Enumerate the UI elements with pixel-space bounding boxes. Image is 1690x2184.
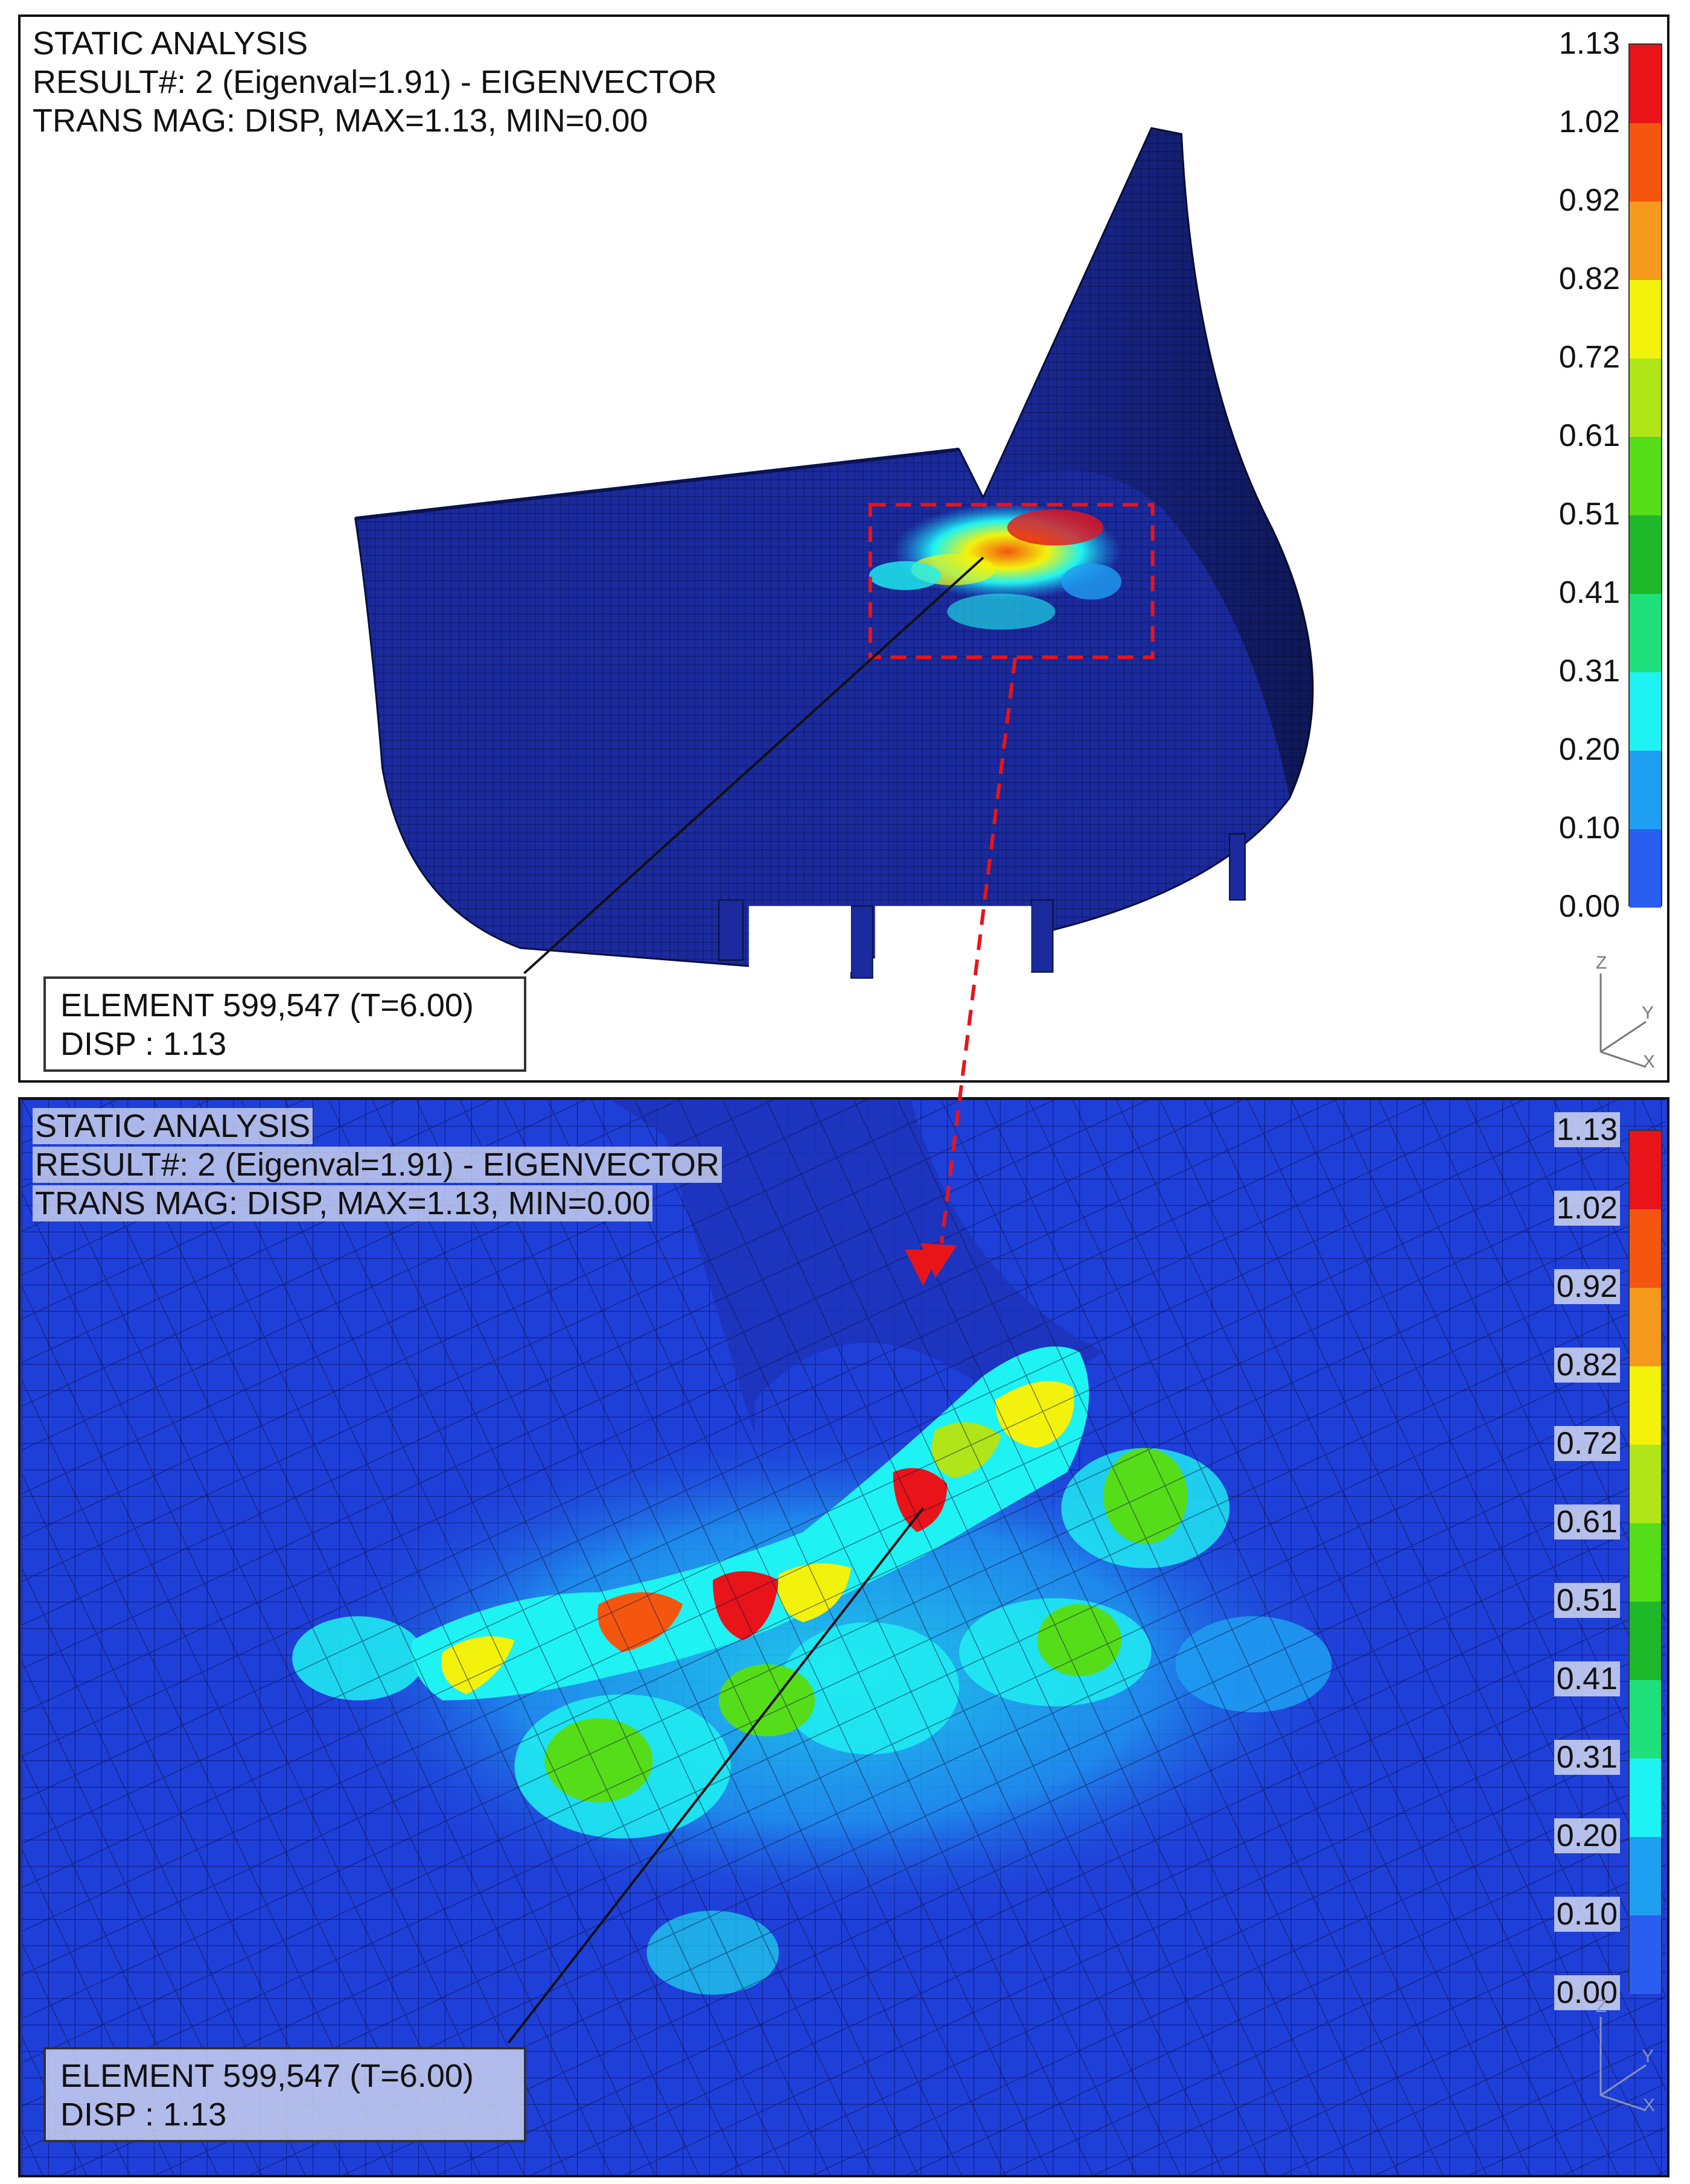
legend-swatch <box>1630 1837 1661 1915</box>
legend-swatch <box>1630 123 1661 202</box>
legend-tick-label: 0.61 <box>1554 1504 1620 1540</box>
legend-swatch <box>1630 1366 1661 1445</box>
legend-color-bar <box>1628 1130 1662 1994</box>
zoomed-mesh-view <box>22 1100 1666 2175</box>
legend-swatch <box>1630 1445 1661 1523</box>
legend-swatch <box>1630 358 1661 437</box>
result-line: RESULT#: 2 (Eigenval=1.91) - EIGENVECTOR <box>33 1147 722 1183</box>
legend-tick-label: 0.51 <box>1554 1582 1620 1619</box>
legend-swatch <box>1630 829 1661 908</box>
legend-color-bar <box>1628 43 1662 908</box>
dome-model-view <box>354 127 1314 979</box>
axis-x-label: X <box>1643 1052 1655 1070</box>
legend-tick-label: 0.31 <box>1554 1739 1620 1775</box>
spire-shade <box>983 128 1313 798</box>
wall-top-edge <box>355 447 960 521</box>
axis-z-label: Z <box>1596 1996 1607 2016</box>
legend-swatch <box>1630 202 1661 280</box>
support-leg <box>1229 833 1246 901</box>
callout-leader-line <box>523 556 984 975</box>
legend-swatch <box>1630 594 1661 672</box>
trans-mag-line: TRANS MAG: DISP, MAX=1.13, MIN=0.00 <box>33 103 648 139</box>
result-line: RESULT#: 2 (Eigenval=1.91) - EIGENVECTOR <box>33 64 717 100</box>
axis-z-label: Z <box>1596 953 1607 973</box>
legend-tick-label: 0.61 <box>1558 418 1620 453</box>
callout-leader-line <box>507 1507 924 2044</box>
top-panel: STATIC ANALYSIS RESULT#: 2 (Eigenval=1.9… <box>18 14 1669 1083</box>
legend-tick-label: 0.41 <box>1554 1661 1620 1697</box>
legend-swatch <box>1630 515 1661 594</box>
element-id: ELEMENT 599,547 (T=6.00) <box>60 987 474 1024</box>
legend-tick-label: 0.10 <box>1558 810 1620 845</box>
legend-tick-label: 0.00 <box>1558 889 1620 924</box>
support-leg <box>1030 899 1054 973</box>
legend-tick-label: 0.92 <box>1554 1269 1620 1305</box>
legend-swatch <box>1630 1759 1661 1837</box>
legend-tick-label: 0.72 <box>1558 340 1620 375</box>
legend-tick-label: 1.13 <box>1554 1112 1620 1148</box>
legend-tick-label: 0.00 <box>1554 1975 1620 2011</box>
analysis-title: STATIC ANALYSIS <box>33 1108 313 1144</box>
legend-tick-label: 0.10 <box>1554 1896 1620 1932</box>
support-leg <box>850 905 873 979</box>
result-header: STATIC ANALYSIS RESULT#: 2 (Eigenval=1.9… <box>33 24 717 140</box>
element-disp: DISP : 1.13 <box>60 2096 227 2133</box>
axis-triad-icon: Z Y X <box>1596 1996 1655 2113</box>
legend-swatch <box>1630 751 1661 829</box>
legend-swatch <box>1630 45 1661 123</box>
element-callout: ELEMENT 599,547 (T=6.00) DISP : 1.13 <box>43 976 526 1072</box>
base-opening <box>875 906 1032 972</box>
trans-mag-line: TRANS MAG: DISP, MAX=1.13, MIN=0.00 <box>33 1185 653 1221</box>
element-disp: DISP : 1.13 <box>60 1026 227 1062</box>
legend-tick-label: 0.20 <box>1558 732 1620 767</box>
bottom-panel-zoom: STATIC ANALYSIS RESULT#: 2 (Eigenval=1.9… <box>18 1097 1669 2177</box>
color-legend: 1.13 1.02 0.92 0.82 0.72 0.61 0.51 0.41 0.31 0.20… <box>1499 26 1662 924</box>
legend-swatch <box>1630 672 1661 751</box>
legend-tick-label: 1.13 <box>1558 26 1620 61</box>
legend-swatch <box>1630 280 1661 358</box>
legend-tick-label: 1.02 <box>1554 1190 1620 1226</box>
legend-swatch <box>1630 437 1661 515</box>
legend-tick-label: 0.20 <box>1554 1818 1620 1854</box>
axis-y-label: Y <box>1642 2046 1654 2066</box>
legend-swatch <box>1630 1209 1661 1288</box>
support-leg <box>718 899 744 961</box>
result-header: STATIC ANALYSIS RESULT#: 2 (Eigenval=1.9… <box>33 1107 722 1223</box>
legend-swatch <box>1630 1680 1661 1759</box>
buckle-hotspot <box>869 503 1121 630</box>
element-callout: ELEMENT 599,547 (T=6.00) DISP : 1.13 <box>43 2047 526 2142</box>
legend-tick-label: 0.72 <box>1554 1425 1620 1462</box>
legend-tick-label: 0.31 <box>1558 654 1620 689</box>
axis-x-label: X <box>1643 2095 1655 2113</box>
legend-swatch <box>1630 1131 1661 1209</box>
color-legend: 1.13 1.02 0.92 0.82 0.72 0.61 0.51 0.41 0.31 0.20… <box>1499 1112 1662 2010</box>
base-opening <box>748 906 851 972</box>
legend-tick-label: 0.82 <box>1554 1347 1620 1383</box>
legend-swatch <box>1630 1523 1661 1602</box>
legend-tick-label: 0.92 <box>1558 183 1620 218</box>
axis-y-label: Y <box>1642 1003 1654 1023</box>
legend-swatch <box>1630 1288 1661 1366</box>
legend-swatch <box>1630 1915 1661 1994</box>
legend-swatch <box>1630 1602 1661 1680</box>
legend-tick-label: 0.51 <box>1558 497 1620 532</box>
analysis-title: STATIC ANALYSIS <box>33 25 308 62</box>
axis-triad-icon: Z Y X <box>1596 953 1655 1070</box>
legend-tick-label: 0.41 <box>1558 575 1620 610</box>
zoom-highlight-box <box>868 503 1155 660</box>
legend-tick-label: 0.82 <box>1558 261 1620 296</box>
element-id: ELEMENT 599,547 (T=6.00) <box>60 2058 474 2094</box>
legend-tick-label: 1.02 <box>1558 104 1620 139</box>
